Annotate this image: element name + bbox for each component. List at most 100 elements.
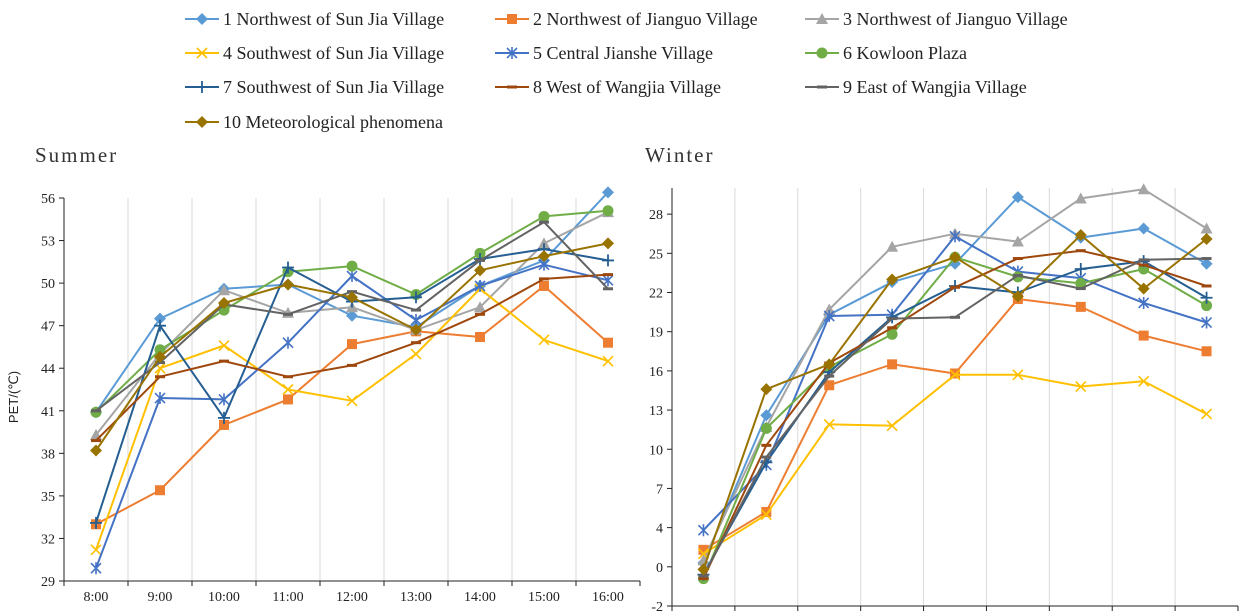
series-1: [697, 191, 1213, 569]
data-point: [823, 418, 835, 430]
data-point: [346, 309, 358, 322]
y-tick-label: -2: [651, 600, 663, 615]
data-point: [346, 395, 358, 407]
series-8: [698, 249, 1212, 581]
data-point: [219, 359, 229, 363]
x-tick-label: 15:00: [528, 590, 560, 605]
data-point: [1075, 277, 1087, 289]
data-point: [538, 237, 550, 249]
data-point: [1200, 408, 1213, 420]
data-point: [282, 383, 294, 396]
y-tick-label: 0: [656, 561, 663, 576]
y-tick-label: 25: [649, 247, 663, 262]
y-tick-label: 44: [41, 362, 55, 377]
y-tick-label: 28: [649, 208, 663, 223]
y-tick-label: 56: [41, 192, 55, 207]
summer-panel: 29 32 35 38 41 44 47 50 53 56 8:00 9:00 10:00 11:00 12…: [41, 186, 641, 605]
legend-marker: [196, 81, 208, 93]
data-point: [346, 260, 358, 272]
legend-label: 4 Southwest of Sun Jia Village: [223, 43, 444, 63]
y-tick-label: 53: [41, 235, 55, 250]
x-tick-label: 16:00: [592, 590, 624, 605]
x-tick-label: 13:00: [400, 590, 432, 605]
data-point: [90, 544, 102, 556]
y-tick-label: 13: [649, 404, 663, 419]
data-point: [474, 264, 486, 277]
data-point: [538, 250, 550, 263]
x-tick-label: 8:00: [84, 590, 109, 605]
data-point: [411, 308, 421, 312]
data-point: [539, 277, 549, 281]
data-point: [760, 508, 772, 521]
legend-entry: 7 Southwest of Sun Jia Village: [185, 77, 444, 97]
data-point: [603, 287, 613, 291]
legend: 1 Northwest of Sun Jia Village 2 Northwes…: [185, 9, 1068, 132]
data-point: [218, 284, 230, 296]
data-point: [1074, 262, 1087, 275]
data-point: [538, 210, 550, 222]
data-point: [539, 220, 549, 224]
y-tick-label: 50: [41, 277, 55, 292]
data-point: [886, 273, 899, 286]
data-point: [410, 323, 422, 336]
y-tick-label: 29: [41, 575, 55, 590]
data-point: [603, 273, 613, 277]
winter-panel-title: Winter: [645, 143, 714, 167]
data-point: [761, 506, 772, 517]
x-tick-label: 11:00: [272, 590, 303, 605]
y-tick-label: 47: [41, 320, 55, 335]
series-line: [702, 256, 1208, 579]
data-point: [949, 230, 961, 243]
data-point: [1075, 287, 1086, 291]
data-point: [538, 334, 550, 346]
data-point: [603, 337, 613, 348]
legend-marker: [507, 14, 517, 24]
legend-label: 8 West of Wangjia Village: [533, 77, 721, 97]
legend-entry: 6 Kowloon Plaza: [805, 43, 967, 63]
series-6: [697, 251, 1213, 585]
series-line: [702, 249, 1207, 580]
data-point: [1138, 263, 1149, 267]
x-tick-label: 9:00: [148, 590, 173, 605]
legend-marker: [506, 47, 518, 59]
data-point: [154, 350, 166, 363]
series-5: [90, 258, 614, 575]
legend-entry: 2 Northwest of Jianguo Village: [495, 9, 758, 29]
y-tick-label: 19: [649, 326, 663, 341]
legend-label: 9 East of Wangjia Village: [843, 77, 1027, 97]
y-tick-label: 16: [649, 365, 663, 380]
data-point: [218, 296, 230, 309]
legend-label: 3 Northwest of Jianguo Village: [843, 9, 1068, 29]
x-tick-label: 12:00: [336, 590, 368, 605]
data-point: [1200, 232, 1213, 245]
data-point: [602, 254, 614, 267]
data-point: [1201, 257, 1212, 261]
series-5: [697, 230, 1213, 537]
data-point: [760, 383, 773, 396]
data-point: [698, 544, 709, 555]
legend-marker: [196, 13, 208, 25]
series-4: [697, 369, 1213, 560]
legend-entry: 8 West of Wangjia Village: [495, 77, 721, 97]
series-9: [698, 257, 1212, 578]
data-point: [760, 409, 773, 422]
data-point: [1201, 284, 1212, 288]
series-10: [697, 229, 1213, 576]
data-point: [1138, 296, 1150, 309]
data-point: [697, 524, 710, 537]
summer-panel-title: Summer: [35, 143, 118, 167]
data-point: [539, 280, 549, 291]
x-tick-label: 10:00: [208, 590, 240, 605]
legend-label: 6 Kowloon Plaza: [843, 43, 967, 63]
data-point: [1075, 249, 1086, 253]
y-tick-label: 35: [41, 490, 55, 505]
data-point: [155, 485, 165, 496]
data-point: [1138, 375, 1150, 387]
data-point: [411, 341, 421, 345]
series-2: [698, 294, 1212, 555]
data-point: [761, 443, 772, 447]
data-point: [1138, 330, 1149, 341]
data-point: [887, 317, 898, 321]
data-point: [1074, 192, 1087, 204]
